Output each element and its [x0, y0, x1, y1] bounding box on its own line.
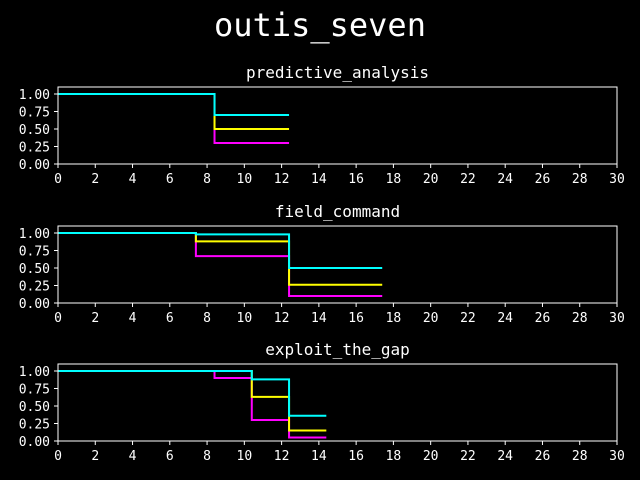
x-tick-label: 6	[166, 449, 174, 464]
x-tick-label: 22	[460, 172, 476, 187]
x-tick-label: 4	[129, 449, 137, 464]
x-tick-label: 14	[311, 449, 327, 464]
x-tick-label: 12	[274, 449, 290, 464]
x-tick-label: 10	[237, 172, 253, 187]
x-tick-label: 24	[497, 449, 513, 464]
x-tick-label: 24	[497, 172, 513, 187]
series-line	[58, 93, 290, 144]
x-tick-label: 0	[54, 311, 62, 326]
series-line	[58, 370, 327, 417]
series-line	[58, 232, 383, 297]
y-tick-label: 0.25	[19, 141, 50, 156]
series-line	[58, 232, 383, 269]
x-tick-label: 16	[348, 449, 364, 464]
x-tick-label: 2	[91, 449, 99, 464]
y-tick-label: 0.25	[19, 418, 50, 433]
y-tick-label: 0.50	[19, 262, 50, 277]
x-tick-label: 18	[386, 449, 402, 464]
x-tick-label: 28	[572, 449, 588, 464]
y-tick-label: 0.50	[19, 123, 50, 138]
x-tick-label: 22	[460, 449, 476, 464]
x-tick-label: 28	[572, 172, 588, 187]
x-tick-label: 10	[237, 311, 253, 326]
x-tick-label: 16	[348, 311, 364, 326]
panel-title: predictive_analysis	[246, 63, 429, 82]
y-tick-label: 0.25	[19, 280, 50, 295]
x-tick-label: 24	[497, 311, 513, 326]
y-tick-label: 0.75	[19, 245, 50, 260]
series-line	[58, 370, 327, 439]
series-line	[58, 232, 383, 286]
x-tick-label: 0	[54, 449, 62, 464]
x-tick-label: 6	[166, 311, 174, 326]
x-tick-label: 20	[423, 311, 439, 326]
x-tick-label: 26	[535, 449, 551, 464]
x-tick-label: 26	[535, 172, 551, 187]
x-tick-label: 4	[129, 311, 137, 326]
series-line	[58, 93, 290, 130]
y-tick-label: 0.00	[19, 297, 50, 312]
series-line	[58, 93, 290, 116]
x-tick-label: 16	[348, 172, 364, 187]
y-tick-label: 0.75	[19, 106, 50, 121]
x-tick-label: 2	[91, 311, 99, 326]
y-tick-label: 0.00	[19, 435, 50, 450]
x-tick-label: 30	[609, 449, 625, 464]
x-tick-label: 6	[166, 172, 174, 187]
x-tick-label: 14	[311, 311, 327, 326]
x-tick-label: 30	[609, 311, 625, 326]
x-tick-label: 12	[274, 311, 290, 326]
y-tick-label: 1.00	[19, 227, 50, 242]
x-tick-label: 8	[203, 449, 211, 464]
x-tick-label: 14	[311, 172, 327, 187]
x-tick-label: 8	[203, 172, 211, 187]
y-tick-label: 1.00	[19, 88, 50, 103]
axes-frame	[57, 86, 618, 165]
x-tick-label: 2	[91, 172, 99, 187]
figure-title: outis_seven	[214, 6, 426, 44]
x-tick-label: 18	[386, 311, 402, 326]
panel-title: exploit_the_gap	[265, 340, 410, 359]
x-tick-label: 22	[460, 311, 476, 326]
axes-frame	[57, 225, 618, 304]
x-tick-label: 10	[237, 449, 253, 464]
y-tick-label: 0.75	[19, 383, 50, 398]
x-tick-label: 4	[129, 172, 137, 187]
axes-frame	[57, 363, 618, 442]
x-tick-label: 0	[54, 172, 62, 187]
x-tick-label: 8	[203, 311, 211, 326]
x-tick-label: 18	[386, 172, 402, 187]
y-tick-label: 1.00	[19, 365, 50, 380]
x-tick-label: 20	[423, 172, 439, 187]
x-tick-label: 30	[609, 172, 625, 187]
y-tick-label: 0.50	[19, 400, 50, 415]
x-tick-label: 26	[535, 311, 551, 326]
y-tick-label: 0.00	[19, 158, 50, 173]
x-tick-label: 20	[423, 449, 439, 464]
x-tick-label: 12	[274, 172, 290, 187]
x-tick-label: 28	[572, 311, 588, 326]
panel-title: field_command	[275, 202, 400, 221]
